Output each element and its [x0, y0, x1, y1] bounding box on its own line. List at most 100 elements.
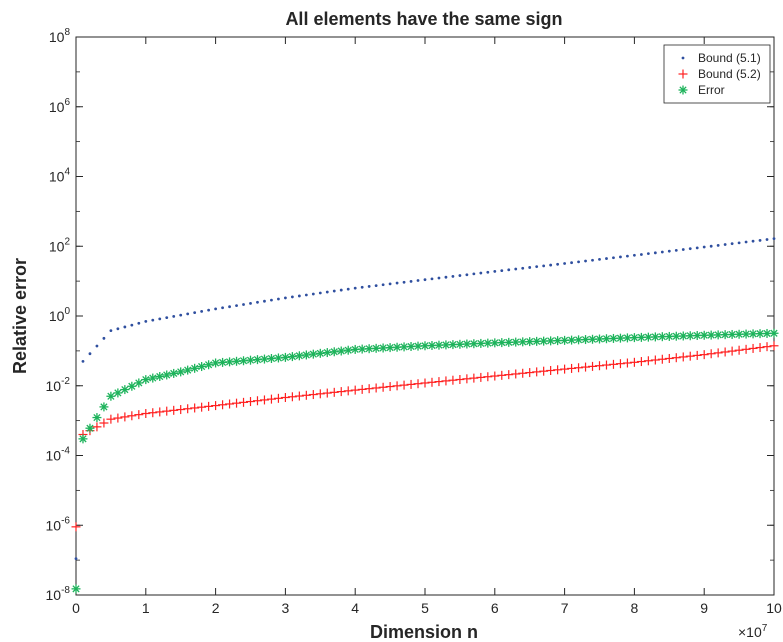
data-point	[546, 365, 556, 375]
chart-title: All elements have the same sign	[285, 9, 562, 29]
data-point	[699, 350, 709, 360]
data-point	[601, 334, 611, 344]
data-point	[713, 348, 723, 358]
data-point	[685, 351, 695, 361]
data-point	[525, 368, 535, 378]
data-point	[280, 352, 290, 362]
data-point	[493, 270, 497, 273]
data-point	[667, 249, 671, 253]
data-point	[434, 377, 444, 387]
data-point	[190, 363, 200, 373]
data-point	[539, 366, 549, 376]
data-point	[155, 372, 165, 382]
data-point	[388, 282, 392, 286]
data-point	[601, 360, 611, 370]
data-point	[650, 355, 660, 365]
data-point	[622, 358, 632, 368]
data-point	[528, 266, 532, 269]
data-point	[416, 279, 420, 282]
data-point	[197, 402, 207, 412]
data-point	[574, 363, 584, 373]
data-point	[329, 387, 339, 397]
x-multiplier: ×107	[738, 623, 768, 640]
x-tick-label: 4	[351, 600, 359, 616]
data-point	[378, 382, 388, 392]
data-point	[629, 357, 639, 367]
data-point	[294, 391, 304, 401]
data-marks	[71, 237, 779, 594]
y-tick-label: 100	[49, 306, 71, 324]
data-point	[633, 253, 636, 257]
data-point	[71, 522, 81, 532]
data-point	[197, 362, 207, 372]
y-tick-label: 10-6	[46, 515, 71, 533]
data-point	[497, 338, 507, 348]
data-point	[200, 309, 204, 313]
data-point	[451, 274, 455, 278]
data-point	[95, 344, 99, 348]
data-point	[681, 248, 685, 251]
data-point	[688, 247, 692, 251]
data-point	[360, 285, 364, 289]
data-point	[737, 241, 741, 245]
data-point	[322, 388, 332, 398]
data-point	[127, 411, 137, 421]
y-tick-label: 10-2	[46, 376, 71, 394]
data-point	[626, 254, 629, 258]
data-point	[741, 329, 751, 339]
data-point	[702, 245, 706, 249]
data-point	[193, 311, 197, 315]
data-point	[413, 379, 423, 389]
data-point	[385, 382, 395, 392]
data-point	[588, 361, 598, 371]
data-point	[207, 308, 211, 312]
data-point	[113, 413, 123, 423]
data-point	[74, 557, 78, 561]
data-point	[639, 253, 643, 256]
data-point	[113, 388, 123, 398]
data-point	[294, 351, 304, 361]
legend: Bound (5.1) Bound (5.2) Error	[663, 44, 771, 104]
data-point	[246, 397, 255, 407]
x-tick-label: 5	[421, 600, 429, 616]
data-point	[758, 238, 762, 242]
data-point	[204, 360, 214, 370]
legend-marker	[678, 85, 688, 95]
data-point	[427, 377, 437, 387]
data-point	[78, 434, 88, 444]
data-point	[266, 394, 276, 404]
data-point	[762, 328, 772, 338]
y-tick-label: 106	[49, 97, 71, 115]
data-point	[674, 248, 678, 252]
data-point	[120, 385, 130, 395]
y-tick-label: 102	[49, 236, 71, 254]
data-point	[507, 268, 511, 272]
data-point	[734, 329, 744, 339]
data-point	[769, 341, 779, 351]
data-point	[734, 345, 744, 355]
data-point	[643, 356, 653, 366]
data-point	[218, 400, 228, 410]
data-point	[584, 259, 587, 263]
data-point	[437, 276, 441, 280]
data-point	[127, 381, 137, 391]
data-point	[284, 296, 287, 300]
data-point	[514, 267, 518, 271]
data-point	[137, 321, 141, 325]
data-point	[518, 368, 528, 378]
data-point	[744, 240, 748, 244]
data-point	[81, 359, 85, 363]
data-point	[235, 304, 238, 307]
data-point	[748, 343, 758, 353]
data-point	[497, 370, 507, 380]
data-point	[141, 375, 151, 385]
data-point	[591, 258, 594, 262]
data-point	[518, 337, 528, 347]
data-point	[242, 303, 245, 306]
data-point	[329, 347, 339, 357]
data-point	[646, 252, 650, 256]
x-tick-label: 9	[700, 600, 708, 616]
data-point	[713, 330, 723, 340]
data-point	[441, 376, 451, 386]
